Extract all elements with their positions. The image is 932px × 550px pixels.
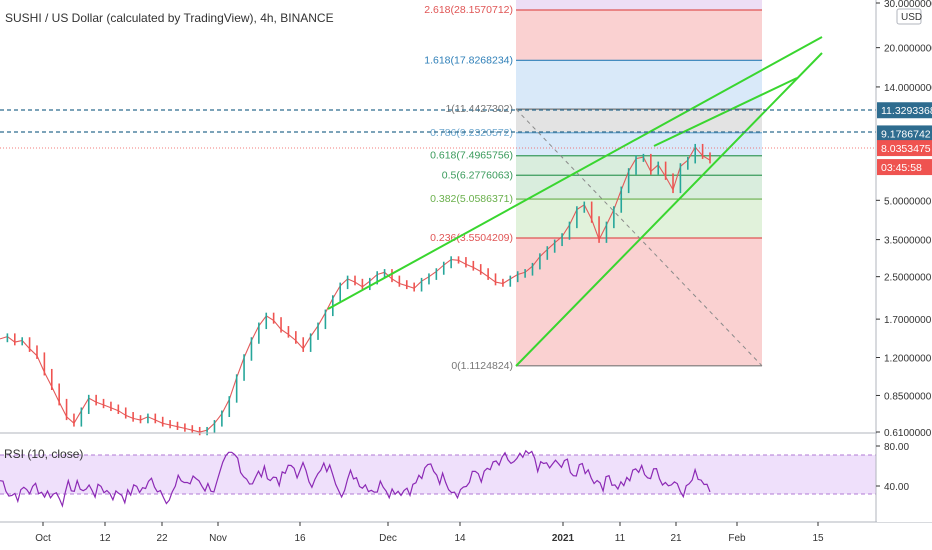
rsi-label: RSI (10, close): [4, 447, 83, 461]
chart-title: SUSHI / US Dollar (calculated by Trading…: [5, 11, 334, 25]
price-tag-box: [877, 102, 932, 119]
price-tag-label: 11.3293368: [881, 105, 932, 117]
fib-zone-0-618: [516, 155, 762, 176]
price-axis[interactable]: 30.0000000 20.0000000 14.0000000 5.0000000 3…: [876, 0, 932, 439]
price-axis-bg[interactable]: [877, 0, 932, 522]
fib-zone-2-618: [516, 9, 762, 61]
price-axis-label: 20.0000000: [884, 44, 932, 55]
price-axis-label: 0.8500000: [884, 391, 932, 402]
fib-level-label-0: 0(1.1124824): [451, 360, 513, 372]
price-tag-box: [877, 159, 932, 176]
fib-zone-1: [516, 109, 762, 133]
fib-zone-0-236: [516, 238, 762, 366]
fib-level-label-0-5: 0.5(6.2776063): [442, 169, 513, 181]
fib-zone-0-786: [516, 132, 762, 156]
trend-lines[interactable]: [327, 36, 823, 367]
time-axis-label: 22: [156, 533, 168, 544]
price-tag-box: [877, 140, 932, 157]
rsi-axis[interactable]: 80.00 40.00: [876, 442, 909, 493]
price-axis-label: 1.7000000: [884, 315, 932, 326]
fib-level-label-0-618: 0.618(7.4965756): [430, 150, 513, 162]
rsi-axis-label-80: 80.00: [884, 442, 909, 453]
price-axis-label: 3.5000000: [884, 236, 932, 247]
price-axis-label: 5.0000000: [884, 196, 932, 207]
wedge-upper-trendline[interactable]: [327, 36, 823, 310]
fibonacci-labels: 2.618(28.1570712) 1.618(17.8268234) 1(11.4…: [424, 4, 513, 372]
price-tag-label: 03:45:58: [881, 162, 922, 174]
wedge-lower-trendline[interactable]: [515, 52, 823, 367]
fib-zone-0-5: [516, 175, 762, 200]
time-axis-label: Oct: [35, 533, 51, 544]
time-axis-label: 14: [454, 533, 466, 544]
price-axis-label: 1.2000000: [884, 353, 932, 364]
time-axis-label: Dec: [379, 533, 397, 544]
time-axis-label: 21: [670, 533, 682, 544]
time-axis-label: 12: [99, 533, 111, 544]
price-axis-label: 14.0000000: [884, 83, 932, 94]
price-tag-box: [877, 125, 932, 142]
title-bg: [2, 9, 270, 27]
rsi-indicator[interactable]: RSI (10, close): [0, 447, 876, 508]
fibonacci-retracement[interactable]: [515, 0, 763, 367]
fib-zone-1-618: [516, 60, 762, 110]
fib-zone-0-382: [516, 199, 762, 239]
price-axis-label: 0.6100000: [884, 428, 932, 439]
price-axis-label: 2.5000000: [884, 273, 932, 284]
price-series: [0, 143, 711, 436]
time-axis-label: Feb: [728, 533, 746, 544]
price-tags: 11.3293368 9.1786742 8.0353475 03:45:58: [877, 102, 932, 176]
price-tag-label: 9.1786742: [881, 128, 931, 140]
time-axis-label: 11: [615, 533, 626, 544]
fib-level-label-0-382: 0.382(5.0586371): [430, 193, 513, 205]
wedge-middle-trendline[interactable]: [653, 77, 798, 147]
currency-badge-label: USD: [901, 12, 922, 23]
rsi-band: [0, 455, 876, 494]
rsi-line: [0, 449, 711, 508]
currency-badge[interactable]: USD: [896, 8, 922, 25]
fib-level-label-0-786: 0.786(9.2320572): [430, 127, 513, 139]
time-axis-label: 15: [812, 533, 824, 544]
fib-trend-diagonal: [515, 108, 763, 367]
fib-zone-extension: [516, 0, 762, 10]
currency-badge-box[interactable]: [896, 8, 922, 25]
price-tag-label: 8.0353475: [881, 143, 931, 155]
time-axis[interactable]: Oct 12 22 Nov 16 Dec 14 2021 11 21 Feb 15: [35, 522, 824, 544]
fib-level-label-1: 1(11.4427302): [445, 103, 513, 115]
price-axis-label: 30.0000000: [884, 0, 932, 10]
time-axis-label: 2021: [552, 533, 575, 544]
fib-level-label-2-618: 2.618(28.1570712): [424, 4, 513, 16]
rsi-axis-label-40: 40.00: [884, 482, 909, 493]
fib-level-label-0-236: 0.236(3.5504209): [430, 232, 513, 244]
time-axis-label: Nov: [209, 533, 227, 544]
fib-level-label-1-618: 1.618(17.8268234): [424, 54, 513, 66]
time-axis-label: 16: [294, 533, 306, 544]
